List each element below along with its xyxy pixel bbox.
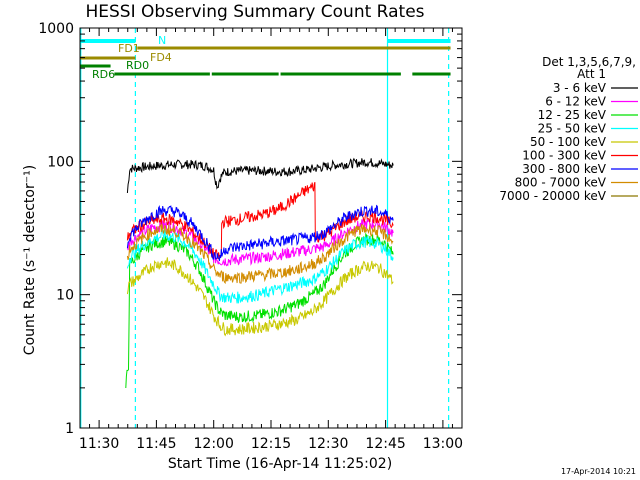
series-line-6 <box>126 204 394 262</box>
legend-header-line-2: Att 1 <box>577 67 606 81</box>
y-tick-label: 100 <box>47 154 74 170</box>
series-line-7 <box>126 223 394 285</box>
legend-entry-label: 3 - 6 keV <box>553 81 607 95</box>
legend-entry-label: 7000 - 20000 keV <box>499 189 606 203</box>
legend-entry-label: 100 - 300 keV <box>522 149 606 163</box>
series-line-2 <box>125 232 394 389</box>
x-tick-label: 12:15 <box>251 436 291 452</box>
series-line-4 <box>126 257 394 337</box>
y-tick-label: 1000 <box>38 21 74 37</box>
x-tick-label: 12:45 <box>365 436 405 452</box>
x-tick-label: 12:30 <box>308 436 348 452</box>
flag-label-fd1: FD1 <box>118 42 140 55</box>
y-tick-label: 1 <box>65 421 74 437</box>
series-line-5 <box>126 181 394 260</box>
y-axis-label: Count Rate (s⁻¹ detector⁻¹) <box>22 165 38 355</box>
series-line-3 <box>126 228 394 304</box>
date-stamp: 17-Apr-2014 10:21 <box>561 467 636 476</box>
x-tick-label: 12:00 <box>194 436 234 452</box>
flag-label-rd0: RD0 <box>126 59 149 72</box>
legend-entry-label: 800 - 7000 keV <box>515 176 607 190</box>
y-tick-label: 10 <box>56 288 74 304</box>
flag-label-rd6: RD6 <box>92 68 115 81</box>
legend-entry-label: 300 - 800 keV <box>522 162 606 176</box>
x-axis-label: Start Time (16-Apr-14 11:25:02) <box>168 456 392 472</box>
flag-label-fd4: FD4 <box>150 51 172 64</box>
x-tick-label: 11:45 <box>136 436 176 452</box>
legend-entry-label: 6 - 12 keV <box>545 95 607 109</box>
legend-entry-label: 25 - 50 keV <box>538 122 607 136</box>
series-line-0 <box>126 157 394 194</box>
legend-header-line-1: Det 1,3,5,6,7,9, <box>542 55 636 69</box>
chart-title: HESSI Observing Summary Count Rates <box>85 2 424 22</box>
series-layer <box>125 157 394 389</box>
legend-entry-label: 12 - 25 keV <box>538 108 607 122</box>
x-tick-label: 11:30 <box>79 436 119 452</box>
legend-entry-label: 50 - 100 keV <box>530 135 607 149</box>
axes: 11:30 11:45 12:00 12:15 12:30 12:45 13:00 1 10 10… <box>38 21 463 452</box>
x-tick-label: 13:00 <box>423 436 463 452</box>
flag-label-n: N <box>158 34 166 47</box>
